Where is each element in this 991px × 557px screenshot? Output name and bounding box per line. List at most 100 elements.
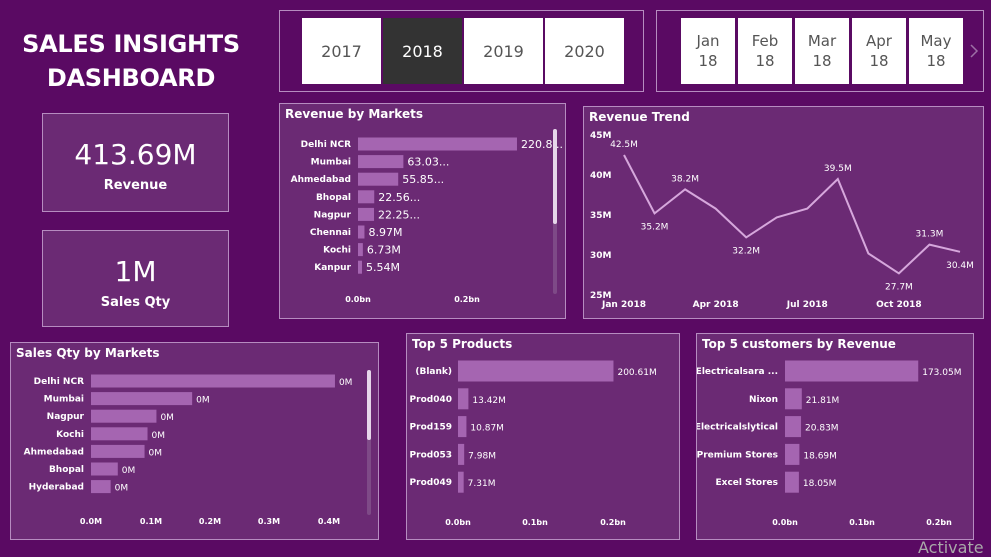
kpi-qty-value: 1M bbox=[114, 255, 157, 288]
month-button-apr[interactable]: Apr 18 bbox=[852, 18, 906, 84]
month-year: 18 bbox=[812, 52, 832, 70]
panel-top-5-customers: Top 5 customers by Revenue Electricalsar… bbox=[696, 333, 974, 540]
year-button-2018[interactable]: 2018 bbox=[383, 18, 462, 84]
year-button-2019[interactable]: 2019 bbox=[464, 18, 543, 84]
data-label: 55.85... bbox=[402, 173, 444, 186]
category-label: Nagpur bbox=[314, 210, 352, 220]
bar bbox=[91, 392, 193, 406]
category-label: Delhi NCR bbox=[301, 140, 351, 150]
data-label: 42.5M bbox=[610, 140, 638, 150]
data-label: 7.31M bbox=[468, 479, 496, 489]
category-label: Prod053 bbox=[410, 450, 452, 460]
panel-title: Revenue by Markets bbox=[285, 107, 423, 121]
bar bbox=[358, 207, 375, 221]
bar bbox=[458, 443, 465, 465]
x-tick-label: 0.1M bbox=[140, 517, 162, 526]
scrollbar-thumb bbox=[553, 129, 557, 224]
category-label: Nagpur bbox=[47, 412, 85, 422]
x-tick-label: 0.4M bbox=[318, 517, 340, 526]
x-tick-label: 0.2bn bbox=[926, 518, 952, 527]
data-label: 6.73M bbox=[367, 244, 401, 257]
panel-title: Top 5 customers by Revenue bbox=[702, 337, 896, 351]
bar bbox=[785, 471, 799, 493]
bar bbox=[91, 444, 145, 458]
bar bbox=[458, 360, 614, 382]
x-tick-label: 0.2bn bbox=[600, 518, 626, 527]
x-tick-label: 0.0bn bbox=[772, 518, 798, 527]
category-label: Electricalsara ... bbox=[697, 367, 778, 377]
data-label: 7.98M bbox=[468, 451, 496, 461]
data-label: 0M bbox=[149, 448, 163, 458]
category-label: Prod040 bbox=[410, 395, 452, 405]
x-tick-label: 0.0bn bbox=[345, 295, 371, 304]
data-label: 13.42M bbox=[472, 396, 506, 406]
month-button-mar[interactable]: Mar 18 bbox=[795, 18, 849, 84]
activate-watermark: Activate bbox=[918, 538, 984, 557]
kpi-qty-label: Sales Qty bbox=[100, 295, 171, 310]
bar bbox=[91, 427, 148, 441]
data-label: 21.81M bbox=[806, 396, 840, 406]
bar bbox=[91, 374, 335, 388]
category-label: Premium Stores bbox=[697, 450, 778, 460]
month-button-jan[interactable]: Jan 18 bbox=[681, 18, 735, 84]
scrollbar-thumb bbox=[367, 370, 371, 440]
data-label: 0M bbox=[160, 413, 174, 423]
kpi-card-sales-qty[interactable]: 1M Sales Qty bbox=[42, 230, 229, 327]
month-year: 18 bbox=[869, 52, 889, 70]
panel-title: Sales Qty by Markets bbox=[16, 346, 160, 360]
category-label: Prod049 bbox=[410, 478, 452, 488]
month-name: Apr bbox=[866, 32, 892, 50]
x-tick-label: 0.1bn bbox=[522, 518, 548, 527]
bar bbox=[358, 190, 375, 204]
month-button-feb[interactable]: Feb 18 bbox=[738, 18, 792, 84]
data-label: 22.56... bbox=[378, 191, 420, 204]
chevron-right-icon[interactable] bbox=[969, 44, 979, 58]
x-tick-label: Oct 2018 bbox=[876, 300, 921, 310]
data-label: 8.97M bbox=[368, 226, 402, 239]
series-line bbox=[623, 154, 961, 275]
category-label: Kanpur bbox=[314, 263, 351, 273]
month-year: 18 bbox=[926, 52, 946, 70]
y-tick-label: 40M bbox=[590, 171, 612, 181]
bar bbox=[358, 243, 363, 257]
bar bbox=[91, 480, 111, 494]
month-name: Feb bbox=[751, 32, 779, 50]
bar bbox=[785, 360, 919, 382]
month-name: May bbox=[920, 32, 952, 50]
x-tick-label: 0.0bn bbox=[445, 518, 471, 527]
category-label: Ahmedabad bbox=[24, 447, 84, 457]
category-label: Mumbai bbox=[44, 395, 84, 405]
bar bbox=[91, 409, 157, 423]
month-button-may[interactable]: May 18 bbox=[909, 18, 963, 84]
kpi-card-revenue[interactable]: 413.69M Revenue bbox=[42, 113, 229, 212]
data-label: 0M bbox=[122, 466, 135, 476]
data-label: 220.8... bbox=[521, 138, 563, 151]
bar bbox=[91, 462, 118, 476]
y-tick-label: 45M bbox=[590, 131, 612, 141]
category-label: Delhi NCR bbox=[34, 377, 84, 387]
year-button-2017[interactable]: 2017 bbox=[302, 18, 381, 84]
panel-revenue-trend: Revenue Trend 25M 30M 35M 40M 45M 42.5M 35.2M 3… bbox=[583, 106, 984, 319]
data-label: 5.54M bbox=[366, 261, 400, 274]
panel-title: Revenue Trend bbox=[589, 110, 690, 124]
data-label: 0M bbox=[196, 396, 210, 406]
category-label: Mumbai bbox=[311, 158, 351, 168]
data-label: 22.25... bbox=[378, 208, 420, 221]
data-label: 31.3M bbox=[916, 230, 944, 240]
data-label: 18.69M bbox=[803, 451, 837, 461]
data-label: 27.7M bbox=[885, 282, 913, 292]
category-label: Hyderabad bbox=[29, 483, 84, 493]
category-label: (Blank) bbox=[415, 367, 452, 377]
data-label: 18.05M bbox=[803, 479, 837, 489]
y-tick-label: 25M bbox=[590, 291, 612, 301]
bar bbox=[458, 471, 464, 493]
y-tick-label: 30M bbox=[590, 251, 612, 261]
bar bbox=[458, 388, 469, 410]
panel-revenue-by-markets: Revenue by Markets Delhi NCR 220.8... Mumb… bbox=[279, 103, 566, 319]
kpi-revenue-value: 413.69M bbox=[74, 138, 197, 171]
data-label: 63.03... bbox=[407, 156, 449, 169]
year-button-2020[interactable]: 2020 bbox=[545, 18, 624, 84]
data-label: 0M bbox=[152, 431, 166, 441]
data-label: 20.83M bbox=[805, 424, 839, 434]
panel-top-5-products: Top 5 Products (Blank) 200.61M Prod040 13.4… bbox=[406, 333, 680, 540]
